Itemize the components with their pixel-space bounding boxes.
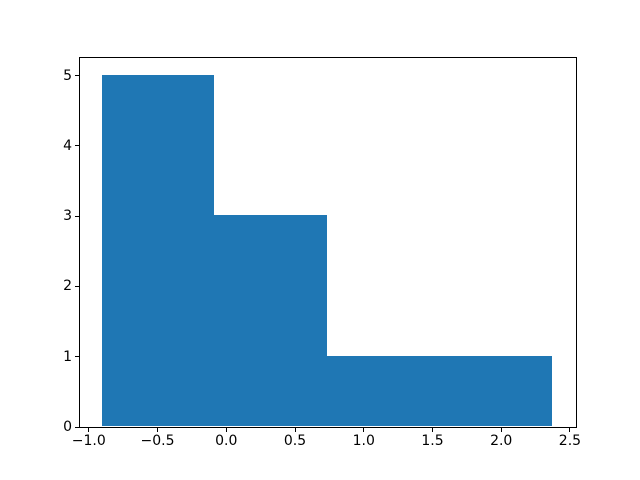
y-tick-label: 1 xyxy=(63,348,72,365)
y-tick-mark xyxy=(75,75,79,77)
x-tick-mark xyxy=(294,428,296,432)
x-tick-mark xyxy=(363,428,365,432)
x-tick-label: 1.5 xyxy=(421,433,444,449)
plot-area xyxy=(79,57,577,428)
x-tick-label: 0.0 xyxy=(215,433,238,449)
y-tick-mark xyxy=(75,215,79,217)
x-tick-label: 2.5 xyxy=(558,433,582,449)
x-tick-mark xyxy=(500,428,502,432)
y-tick-mark xyxy=(75,285,79,287)
x-tick-mark xyxy=(225,428,227,432)
y-tick-label: 4 xyxy=(63,137,72,154)
histogram-bar xyxy=(439,355,553,426)
y-tick-mark xyxy=(75,356,79,358)
y-tick-label: 3 xyxy=(63,208,72,225)
x-tick-mark xyxy=(88,428,90,432)
x-tick-label: −0.5 xyxy=(140,433,175,449)
y-tick-mark xyxy=(75,145,79,147)
x-tick-mark xyxy=(569,428,571,432)
x-tick-label: 1.0 xyxy=(352,433,375,449)
x-tick-label: −1.0 xyxy=(71,433,106,449)
x-tick-mark xyxy=(431,428,433,432)
histogram-bar xyxy=(327,355,440,426)
x-tick-label: 2.0 xyxy=(490,433,513,449)
x-tick-mark xyxy=(157,428,159,432)
histogram-bar xyxy=(214,215,327,426)
y-tick-label: 2 xyxy=(63,278,72,295)
histogram-bar xyxy=(101,74,215,426)
y-tick-label: 0 xyxy=(63,419,72,435)
y-tick-label: 5 xyxy=(63,67,72,84)
y-tick-mark xyxy=(75,426,79,428)
x-tick-label: 0.5 xyxy=(283,433,307,449)
